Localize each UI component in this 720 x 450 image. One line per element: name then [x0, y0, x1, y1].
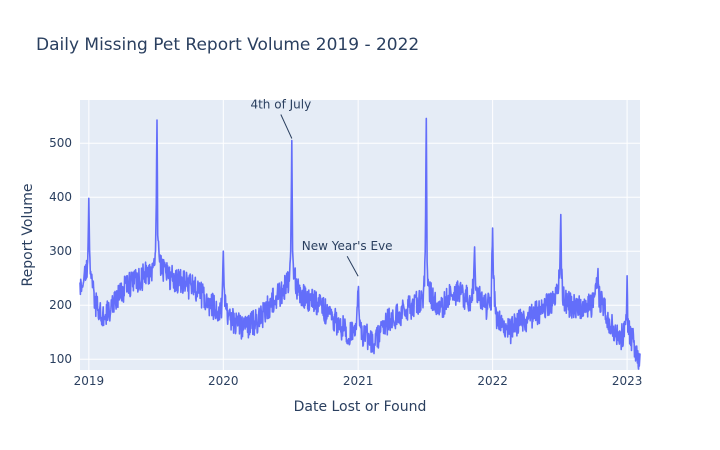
y-tick-label: 200	[49, 298, 72, 312]
plot-area	[80, 100, 640, 370]
x-axis-title: Date Lost or Found	[294, 399, 427, 415]
y-tick-labels: 100 200 300 400 500	[49, 136, 72, 366]
x-tick-label: 2020	[208, 374, 239, 388]
x-tick-label: 2021	[343, 374, 374, 388]
x-tick-labels: 2019 2020 2021 2022 2023	[74, 374, 643, 388]
chart-title: Daily Missing Pet Report Volume 2019 - 2…	[36, 35, 419, 55]
y-tick-label: 300	[49, 244, 72, 258]
annotation-arrow	[280, 114, 293, 139]
y-tick-label: 100	[49, 352, 72, 366]
annotation-label: 4th of July	[250, 98, 311, 112]
x-tick-label: 2022	[477, 374, 508, 388]
series-line	[79, 117, 641, 370]
annotation-label: New Year's Eve	[302, 239, 393, 253]
x-tick-label: 2023	[612, 374, 643, 388]
annotation-arrow	[346, 255, 359, 277]
x-tick-label: 2019	[74, 374, 105, 388]
annotation-layer: 4th of July New Year's Eve	[250, 98, 393, 277]
series-layer	[79, 117, 641, 370]
y-axis-title: Report Volume	[20, 184, 36, 287]
y-tick-label: 400	[49, 190, 72, 204]
y-tick-label: 500	[49, 136, 72, 150]
